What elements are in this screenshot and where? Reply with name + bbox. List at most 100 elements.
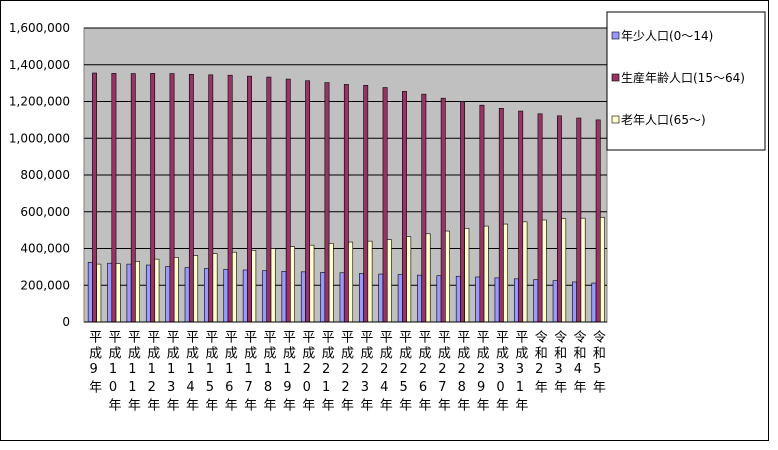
y-tick-label: 400,000 <box>20 242 70 256</box>
bar <box>386 239 392 323</box>
x-tick-label: 平成22年 <box>338 330 354 414</box>
x-tick-label: 平成10年 <box>106 330 122 414</box>
bar <box>251 250 257 323</box>
x-tick-label: 平成11年 <box>125 330 141 414</box>
bar <box>552 280 558 323</box>
x-tick-label: 令和5年 <box>590 330 606 396</box>
bar <box>184 267 190 323</box>
bar <box>343 84 349 323</box>
bar <box>126 263 132 323</box>
x-tick-label: 平成27年 <box>435 330 451 414</box>
bar <box>145 264 151 323</box>
bar <box>580 217 586 323</box>
bar <box>193 255 199 323</box>
bar <box>397 274 403 323</box>
x-tick-label: 平成15年 <box>202 330 218 414</box>
bar <box>320 272 326 323</box>
bar <box>402 91 407 323</box>
bar <box>522 221 528 323</box>
bar <box>262 270 268 323</box>
bar <box>247 75 252 323</box>
bar <box>464 227 470 323</box>
bar <box>212 253 218 323</box>
bar <box>107 262 113 323</box>
x-tick-label: 平成31年 <box>512 330 528 414</box>
x-tick-label: 平成25年 <box>396 330 412 414</box>
x-tick-label: 令和4年 <box>570 330 586 396</box>
y-tick-label: 0 <box>62 315 70 329</box>
bar <box>328 243 334 323</box>
bar <box>359 273 364 323</box>
bar <box>561 218 567 323</box>
y-tick-label: 600,000 <box>20 205 70 219</box>
x-tick-label: 平成21年 <box>319 330 335 414</box>
bar <box>591 282 597 323</box>
legend-label: 年少人口(0～14) <box>621 29 713 43</box>
bar <box>498 107 504 323</box>
bar <box>242 269 248 323</box>
legend-box <box>606 11 766 151</box>
bar <box>300 271 306 323</box>
bar <box>348 241 354 323</box>
bar <box>513 278 519 323</box>
bar <box>227 74 233 323</box>
x-tick-label: 令和2年 <box>532 330 548 396</box>
bar <box>556 115 562 323</box>
x-tick-label: 平成14年 <box>183 330 199 414</box>
x-tick-label: 平成18年 <box>261 330 277 414</box>
x-tick-label: 平成13年 <box>164 330 180 414</box>
bar <box>541 219 547 323</box>
y-tick-label: 200,000 <box>20 278 70 292</box>
bar <box>363 85 369 323</box>
legend-swatch <box>611 115 620 124</box>
bar <box>87 261 93 323</box>
bar <box>165 266 171 323</box>
legend-label: 老年人口(65～) <box>621 113 706 127</box>
bar <box>503 223 509 323</box>
bar <box>406 236 412 323</box>
bar <box>436 275 442 323</box>
x-tick-label: 平成29年 <box>474 330 490 414</box>
bar <box>382 87 388 323</box>
bar <box>111 73 117 323</box>
x-tick-label: 平成9年 <box>86 330 102 396</box>
bar <box>266 76 272 323</box>
bar <box>367 240 373 323</box>
bar <box>421 93 427 323</box>
bar <box>305 80 311 323</box>
bar <box>460 101 466 323</box>
y-tick-label: 1,000,000 <box>9 131 70 145</box>
bar <box>309 244 315 323</box>
bar <box>290 246 295 323</box>
x-tick-label: 平成28年 <box>454 330 470 414</box>
bar <box>479 104 485 323</box>
x-tick-label: 平成24年 <box>377 330 393 414</box>
x-tick-label: 平成23年 <box>357 330 373 414</box>
bar <box>115 263 121 323</box>
bar <box>599 216 605 323</box>
bar <box>223 268 229 323</box>
bar <box>208 74 214 323</box>
bar <box>425 233 431 323</box>
y-tick-label: 1,600,000 <box>9 21 70 35</box>
bar <box>440 97 446 323</box>
bar <box>572 281 577 323</box>
x-tick-label: 平成17年 <box>241 330 256 414</box>
bar <box>576 117 582 323</box>
x-tick-label: 平成19年 <box>280 330 296 414</box>
legend-swatch <box>611 73 620 82</box>
bar <box>188 74 194 323</box>
bar <box>154 258 160 323</box>
bar <box>169 73 175 323</box>
bar <box>150 73 156 323</box>
y-tick-label: 1,400,000 <box>9 58 70 72</box>
bar <box>494 277 500 323</box>
bar <box>483 225 489 323</box>
bar <box>455 275 461 323</box>
x-tick-label: 平成20年 <box>299 330 315 414</box>
bar <box>339 272 345 323</box>
bar <box>324 82 330 323</box>
bar <box>285 78 291 323</box>
bar <box>378 273 384 323</box>
